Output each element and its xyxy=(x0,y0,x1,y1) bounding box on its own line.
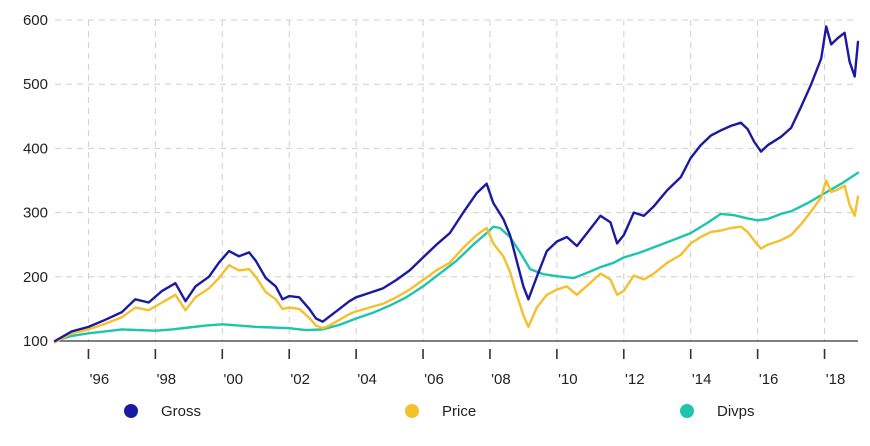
legend-label-gross: Gross xyxy=(161,403,201,420)
x-tick-label: '10 xyxy=(558,371,578,388)
grid xyxy=(55,19,858,341)
x-tick-label: '12 xyxy=(625,371,645,388)
legend-marker-gross xyxy=(124,404,138,418)
x-tick-label: '02 xyxy=(290,371,310,388)
legend-marker-divps xyxy=(680,404,694,418)
legend-label-divps: Divps xyxy=(717,403,755,420)
x-tick-label: '08 xyxy=(491,371,511,388)
series-line-price xyxy=(53,179,860,344)
legend-label-price: Price xyxy=(442,403,476,420)
legend-marker-price xyxy=(405,404,419,418)
series-lines xyxy=(53,25,860,344)
x-tick-label: '04 xyxy=(357,371,377,388)
axes: 100 200 300 400 500 600 '96 '98 '00 '02 '04 '06 '08 '… xyxy=(23,12,858,388)
legend: Gross Price Divps xyxy=(124,403,755,420)
series-line-gross xyxy=(53,25,860,343)
x-tick-label: '98 xyxy=(157,371,177,388)
x-tick-label: '00 xyxy=(224,371,244,388)
x-tick-label: '16 xyxy=(759,371,779,388)
y-tick-label: 200 xyxy=(23,269,48,286)
y-tick-label: 600 xyxy=(23,12,48,29)
y-tick-label: 500 xyxy=(23,76,48,93)
x-tick-label: '96 xyxy=(90,371,110,388)
y-tick-label: 400 xyxy=(23,140,48,157)
x-tick-label: '18 xyxy=(826,371,846,388)
y-tick-label: 300 xyxy=(23,205,48,222)
series-line-divps xyxy=(53,171,860,343)
x-tick-label: '14 xyxy=(692,371,712,388)
x-tick-label: '06 xyxy=(424,371,444,388)
y-tick-label: 100 xyxy=(23,333,48,350)
